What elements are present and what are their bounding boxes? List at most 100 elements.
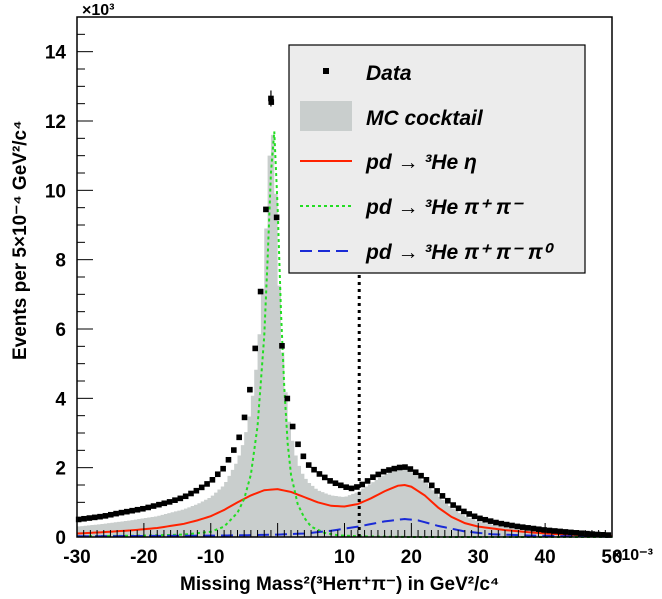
data-point [594,531,601,538]
data-point [375,471,382,478]
data-point [321,474,328,481]
data-point [188,490,194,497]
data-point [412,469,419,476]
data-point [477,515,483,522]
data-point [578,530,585,537]
data-point [552,528,558,534]
data-point [284,395,291,402]
legend-label-mc: MC cocktail [366,107,484,130]
data-point [568,529,574,536]
data-point [193,487,200,494]
data-point [338,482,344,489]
data-point [530,525,537,532]
legend-swatch-mc [300,101,352,131]
data-point [370,474,376,480]
legend-label-data: Data [366,62,412,85]
x-tick-label: -30 [63,547,90,568]
data-point [605,532,612,538]
data-point [263,206,269,213]
y-multiplier: ×10³ [82,2,114,19]
y-tick-label: 2 [55,459,66,480]
data-point [493,519,499,526]
data-point [107,511,114,518]
data-point [316,471,323,477]
data-point [359,481,366,488]
legend-label-pipi: pd → ³He π⁺ π⁻ [365,196,524,219]
data-point [509,522,515,529]
data-point [198,484,205,491]
data-point [247,386,253,393]
x-tick-label: 30 [468,547,489,568]
data-point [231,447,237,453]
data-point [156,501,162,508]
data-point [487,518,494,524]
x-tick-label: -20 [130,547,157,568]
data-point [225,456,232,463]
data-point [541,527,547,533]
data-point [407,466,414,472]
data-point [423,477,430,483]
data-point [514,523,521,530]
data-point [140,505,146,512]
x-multiplier: ×10⁻³ [612,547,653,564]
data-point [241,414,248,421]
data-point [535,526,542,533]
x-tick-label: 20 [401,547,422,568]
data-point [295,441,301,448]
legend-label-eta: pd → ³He η [365,151,477,174]
legend-marker-data [323,68,329,74]
data-point [172,497,178,503]
data-point [102,513,109,519]
axis-ticks: -30 -20 -10 10 20 30 40 50 2 4 6 8 10 12 14 0 [45,16,623,568]
data-markers [75,90,612,538]
data-point [97,513,103,520]
data-point [391,465,398,472]
y-tick-label: 12 [45,112,66,133]
x-tick-label: 10 [334,547,355,568]
data-point [124,508,130,515]
x-tick-label: 40 [535,547,556,568]
data-point [450,502,456,508]
data-point [573,530,580,536]
data-point [209,477,216,483]
data-point [354,484,360,490]
data-point [113,510,119,517]
data-point [482,516,489,523]
data-point [348,485,355,492]
data-point [166,499,173,505]
data-point [236,434,242,441]
data-point [402,464,408,470]
legend-label-pipipi0: pd → ³He π⁺ π⁻ π⁰ [365,241,555,264]
data-point [91,514,98,521]
data-point [86,515,93,521]
data-point [380,468,387,475]
y-tick-label: 0 [55,528,66,549]
data-point [182,493,189,500]
y-tick-label: 10 [45,181,66,202]
data-point [214,471,221,478]
y-tick-label: 8 [55,251,66,272]
data-point [584,530,590,537]
data-point [439,493,446,499]
legend: Data MC cocktail pd → ³He η pd → ³He π⁺ … [288,44,586,274]
data-point [525,525,531,531]
data-point [332,480,339,487]
data-point [364,478,371,484]
data-point [546,527,553,534]
data-point [145,504,152,511]
data-point [445,497,451,504]
y-tick-label: 4 [55,389,66,410]
data-point [418,472,424,479]
data-point [519,524,526,530]
data-point [557,528,563,535]
x-tick-label: 50 [601,547,622,568]
y-axis-title: Events per 5×10⁻⁴ GeV²/c⁴ [10,120,31,360]
data-point [252,345,259,352]
data-point [386,467,392,473]
data-point [81,515,87,522]
y-tick-label: 14 [45,43,67,64]
data-point [257,288,264,295]
legend-box [288,44,586,274]
data-point [150,503,157,509]
